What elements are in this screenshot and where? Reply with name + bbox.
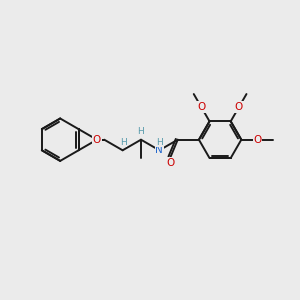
Text: N: N [155, 145, 163, 155]
Text: O: O [197, 102, 206, 112]
Text: O: O [235, 102, 243, 112]
Text: H: H [120, 137, 127, 146]
Text: O: O [166, 158, 175, 168]
Text: H: H [156, 137, 163, 146]
Text: O: O [254, 135, 262, 145]
Text: O: O [93, 135, 101, 145]
Text: H: H [137, 127, 144, 136]
